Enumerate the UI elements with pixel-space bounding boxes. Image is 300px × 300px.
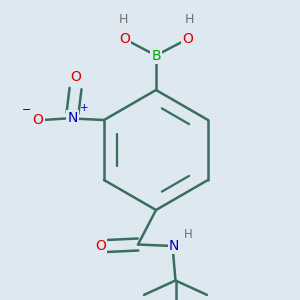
Text: N: N — [169, 239, 179, 253]
Text: O: O — [182, 32, 193, 46]
Text: O: O — [70, 70, 81, 84]
Text: N: N — [68, 112, 78, 125]
Text: O: O — [119, 32, 130, 46]
Text: O: O — [95, 239, 106, 253]
Text: +: + — [80, 103, 88, 113]
Text: −: − — [22, 105, 31, 116]
Text: H: H — [184, 228, 193, 241]
Text: H: H — [184, 13, 194, 26]
Text: O: O — [33, 113, 44, 127]
Text: B: B — [151, 49, 161, 62]
Text: H: H — [118, 13, 128, 26]
